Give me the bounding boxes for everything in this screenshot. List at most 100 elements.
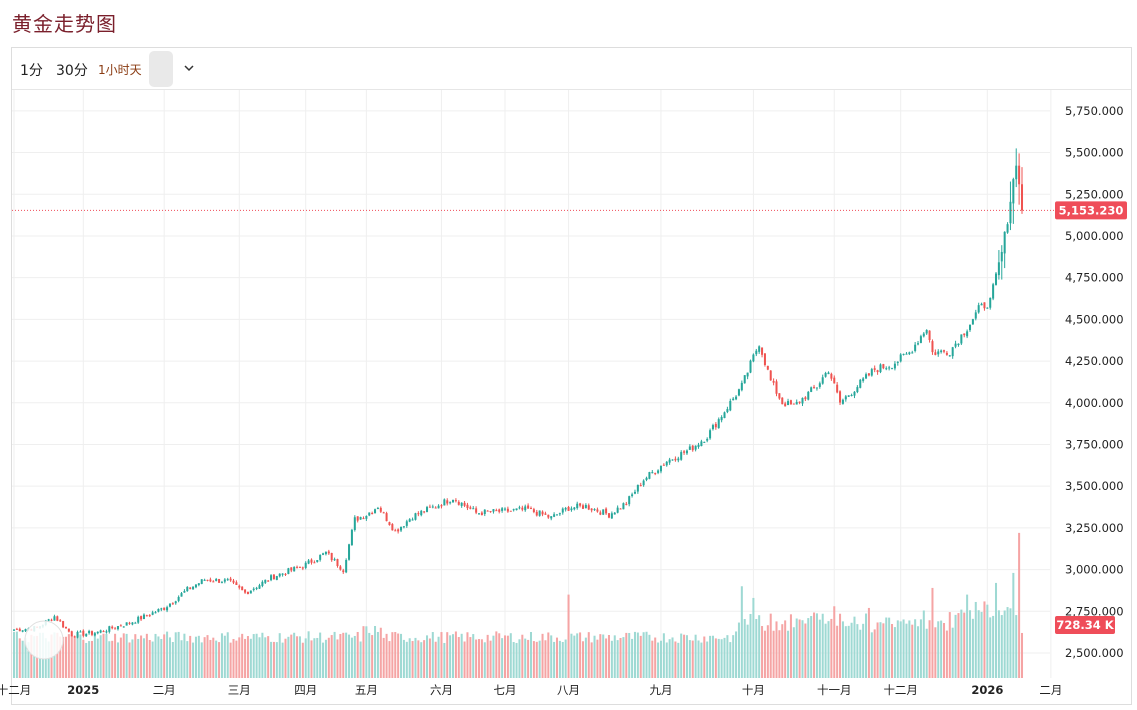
- volume-bar: [659, 640, 662, 678]
- candle-body: [873, 368, 876, 370]
- volume-bar: [102, 633, 105, 678]
- interval-active-button[interactable]: 1小时天: [98, 63, 142, 77]
- chevron-down-icon[interactable]: [179, 58, 199, 78]
- volume-bar: [1000, 615, 1003, 678]
- volume-bar: [330, 635, 333, 678]
- candle-body: [249, 590, 252, 594]
- volume-bar: [547, 632, 550, 678]
- volume-bar: [134, 634, 137, 678]
- volume-bar: [1009, 608, 1012, 678]
- volume-bar: [518, 639, 521, 678]
- candle-body: [945, 352, 948, 355]
- volume-bar: [342, 632, 345, 678]
- candle-body: [726, 409, 729, 413]
- candle-body: [62, 621, 65, 628]
- volume-bar: [90, 640, 93, 678]
- volume-bar: [584, 637, 587, 678]
- x-tick-label: 2026: [971, 683, 1003, 697]
- candle-body: [154, 612, 157, 614]
- x-tick-label: 十二月: [0, 683, 31, 697]
- candle-body: [625, 503, 628, 505]
- volume-bar: [15, 631, 18, 678]
- volume-bar: [856, 624, 859, 678]
- volume-bar: [111, 640, 114, 678]
- candle-body: [402, 526, 405, 528]
- candle-body: [261, 581, 264, 586]
- volume-label: 728.34 K: [1056, 618, 1114, 632]
- volume-bar: [579, 632, 582, 678]
- volume-bar: [605, 638, 608, 678]
- candle-body: [547, 514, 550, 518]
- candle-body: [584, 504, 587, 509]
- scroll-handle[interactable]: [24, 620, 64, 660]
- volume-bar: [492, 635, 495, 678]
- volume-bar: [394, 632, 397, 678]
- candle-body: [255, 587, 258, 589]
- candle-body: [316, 560, 319, 562]
- candle-body: [674, 458, 677, 461]
- candle-body: [194, 584, 197, 588]
- candle-body: [394, 530, 397, 532]
- volume-bar: [992, 615, 995, 678]
- volume-bar: [270, 641, 273, 678]
- candle-body: [613, 512, 616, 515]
- candle-body: [160, 608, 163, 610]
- volume-bar: [272, 641, 275, 678]
- chart-type-button[interactable]: [149, 51, 173, 87]
- last-price-badge: [1055, 201, 1127, 220]
- volume-bar: [27, 642, 30, 678]
- y-tick-label: 2,750.000: [1065, 604, 1124, 618]
- volume-bar: [82, 639, 85, 678]
- volume-bar: [180, 640, 183, 678]
- volume-bar: [662, 633, 665, 678]
- volume-bar: [951, 627, 954, 678]
- candle-body: [350, 529, 353, 546]
- candle-body: [792, 403, 795, 405]
- y-tick-label: 4,250.000: [1065, 354, 1124, 368]
- candle-body: [64, 626, 67, 629]
- candle-body: [948, 355, 951, 357]
- volume-bar: [431, 632, 434, 678]
- candle-body: [882, 364, 885, 369]
- candle-body: [278, 573, 281, 577]
- volume-bar: [218, 642, 221, 678]
- volume-bar: [503, 635, 507, 678]
- candle-body: [743, 375, 746, 384]
- candle-body: [498, 509, 501, 512]
- x-tick-label: 六月: [430, 683, 453, 697]
- candle-body: [301, 567, 304, 569]
- volume-bar: [411, 641, 414, 678]
- interval-30m-button[interactable]: 30分: [56, 63, 88, 79]
- volume-bar: [391, 632, 394, 678]
- candle-body: [723, 412, 726, 419]
- candle-body: [671, 459, 674, 461]
- candle-body: [59, 620, 62, 622]
- volume-bar: [151, 641, 154, 678]
- volume-bar: [385, 633, 388, 678]
- candle-body: [218, 579, 221, 583]
- volume-bar: [287, 636, 290, 678]
- candle-body: [469, 507, 472, 509]
- x-tick-label: 2025: [67, 683, 99, 697]
- volume-bar: [795, 618, 798, 678]
- candle-body: [703, 441, 706, 443]
- candle-body: [607, 513, 610, 518]
- volume-bar: [948, 612, 951, 678]
- candle-body: [992, 284, 995, 299]
- candle-body: [310, 559, 313, 563]
- candle-body: [752, 354, 755, 362]
- candle-body: [368, 512, 371, 516]
- candle-body: [512, 509, 515, 511]
- volume-bar: [437, 636, 440, 678]
- volume-bar: [844, 626, 847, 678]
- volume-bar: [56, 632, 59, 678]
- interval-1m-button[interactable]: 1分: [20, 63, 43, 79]
- volume-bar: [735, 631, 738, 678]
- volume-bar: [550, 635, 553, 678]
- volume-bar: [402, 639, 405, 678]
- candle-body: [561, 508, 564, 513]
- volume-bar: [691, 640, 694, 678]
- candle-body: [573, 507, 576, 510]
- volume-bar: [12, 632, 16, 678]
